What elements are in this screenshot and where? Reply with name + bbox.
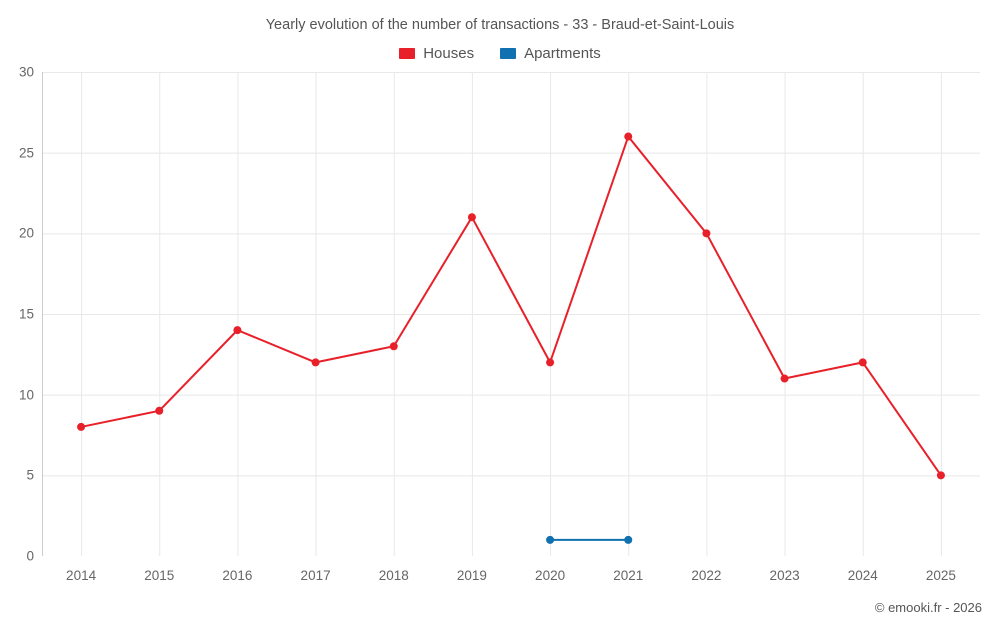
data-point-houses[interactable] [467, 213, 476, 222]
x-axis-tick-label: 2023 [769, 568, 800, 583]
x-axis-tick-label: 2020 [535, 568, 566, 583]
y-axis-tick-label: 15 [18, 306, 34, 322]
y-axis-tick-label: 25 [18, 145, 34, 161]
x-axis-tick-label: 2025 [925, 568, 956, 583]
data-point-apartments[interactable] [546, 535, 555, 544]
chart-legend: Houses Apartments [0, 45, 1000, 62]
y-axis-labels: 0 5 10 15 20 25 30 [0, 65, 42, 564]
data-point-houses[interactable] [780, 374, 789, 383]
data-point-houses[interactable] [389, 342, 398, 351]
legend-item-apartments[interactable]: Apartments [500, 45, 601, 62]
plot-area [42, 72, 980, 556]
data-point-houses[interactable] [546, 358, 555, 367]
x-axis-tick-label: 2019 [456, 568, 487, 583]
y-axis-tick-label: 30 [18, 64, 34, 80]
data-point-houses[interactable] [77, 422, 86, 431]
legend-swatch-houses [399, 48, 416, 59]
data-point-houses[interactable] [702, 229, 711, 238]
x-axis-tick-label: 2015 [144, 568, 175, 583]
legend-label-apartments: Apartments [524, 45, 601, 62]
legend-item-houses[interactable]: Houses [399, 45, 474, 62]
x-axis-tick-label: 2017 [300, 568, 331, 583]
x-axis-tick-label: 2014 [66, 568, 97, 583]
y-axis-tick-label: 10 [18, 387, 34, 403]
data-point-houses[interactable] [155, 406, 164, 415]
x-axis-tick-label: 2016 [222, 568, 253, 583]
credit-text: © emooki.fr - 2026 [874, 600, 982, 615]
x-axis-labels: 2014 2015 2016 2017 2018 2019 2020 2021 2022 2023… [42, 562, 980, 588]
legend-label-houses: Houses [423, 45, 475, 62]
x-axis-tick-label: 2022 [691, 568, 722, 583]
series-line-houses [80, 135, 942, 477]
y-axis-tick-label: 0 [26, 548, 34, 564]
data-point-houses[interactable] [624, 132, 633, 141]
data-point-houses[interactable] [936, 471, 945, 480]
x-axis-tick-label: 2018 [378, 568, 409, 583]
chart-title: Yearly evolution of the number of transa… [265, 17, 735, 33]
y-axis-tick-label: 20 [18, 225, 34, 241]
plot-svg [42, 72, 980, 556]
data-point-apartments[interactable] [624, 535, 633, 544]
data-point-houses[interactable] [233, 326, 242, 335]
legend-swatch-apartments [500, 48, 517, 59]
data-point-houses[interactable] [311, 358, 320, 367]
x-axis-tick-label: 2021 [613, 568, 644, 583]
data-point-houses[interactable] [858, 358, 867, 367]
x-axis-tick-label: 2024 [847, 568, 878, 583]
y-axis-tick-label: 5 [26, 467, 34, 483]
